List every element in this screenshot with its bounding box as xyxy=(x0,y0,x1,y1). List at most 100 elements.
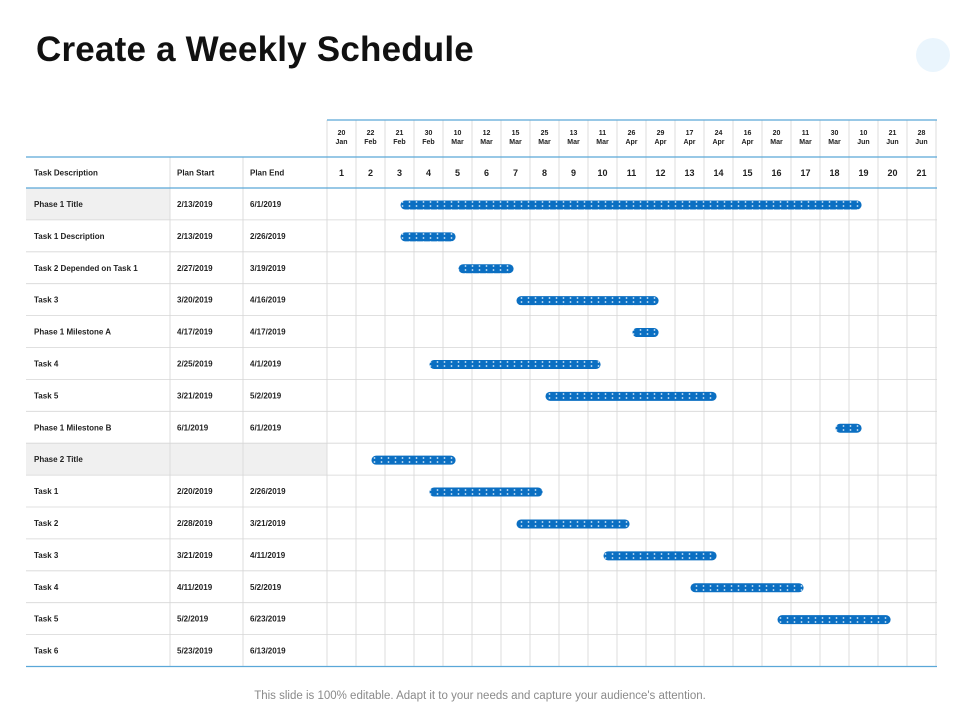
task-description: Phase 1 Milestone A xyxy=(34,328,111,337)
week-number: 6 xyxy=(484,168,489,178)
week-date-day: 24 xyxy=(715,130,723,137)
plan-start: 2/13/2019 xyxy=(177,200,213,209)
week-date-month: Mar xyxy=(567,139,580,146)
task-description: Task 6 xyxy=(34,647,59,656)
plan-end: 6/13/2019 xyxy=(250,647,286,656)
week-date-day: 10 xyxy=(454,130,462,137)
column-header: Plan End xyxy=(250,169,284,178)
plan-end: 2/26/2019 xyxy=(250,487,286,496)
milestone-bar xyxy=(835,423,862,433)
week-number: 11 xyxy=(627,168,637,178)
week-number: 17 xyxy=(800,168,810,178)
task-description: Task 1 xyxy=(34,487,59,496)
week-date-day: 29 xyxy=(657,130,665,137)
task-description: Phase 2 Title xyxy=(34,455,83,464)
task-description: Task 4 xyxy=(34,583,59,592)
week-date-month: Mar xyxy=(509,139,522,146)
week-date-month: Feb xyxy=(364,139,376,146)
week-date-day: 20 xyxy=(338,130,346,137)
week-number: 14 xyxy=(713,168,723,178)
week-date-day: 22 xyxy=(367,130,375,137)
gantt-bar xyxy=(777,615,891,625)
task-description: Task 5 xyxy=(34,391,59,400)
gantt-bar xyxy=(545,391,717,401)
plan-start: 2/13/2019 xyxy=(177,232,213,241)
week-date-month: Jan xyxy=(335,139,347,146)
week-number: 9 xyxy=(571,168,576,178)
week-number: 10 xyxy=(597,168,607,178)
gantt-bar xyxy=(516,296,659,306)
week-date-day: 21 xyxy=(396,130,404,137)
week-date-day: 20 xyxy=(773,130,781,137)
plan-start: 4/17/2019 xyxy=(177,328,213,337)
week-number: 20 xyxy=(887,168,897,178)
week-date-day: 21 xyxy=(889,130,897,137)
week-date-month: Apr xyxy=(712,139,724,146)
week-date-month: Feb xyxy=(393,139,405,146)
plan-start: 6/1/2019 xyxy=(177,423,209,432)
plan-start: 3/20/2019 xyxy=(177,296,213,305)
week-date-day: 13 xyxy=(570,130,578,137)
task-description: Task 2 xyxy=(34,519,59,528)
plan-end: 4/1/2019 xyxy=(250,359,282,368)
plan-end: 6/23/2019 xyxy=(250,615,286,624)
column-header: Task Description xyxy=(34,169,98,178)
task-description: Task 4 xyxy=(34,359,59,368)
week-date-day: 11 xyxy=(802,130,810,137)
week-number: 3 xyxy=(397,168,402,178)
week-date-month: Mar xyxy=(770,139,783,146)
week-date-month: Mar xyxy=(799,139,812,146)
week-number: 19 xyxy=(858,168,868,178)
plan-start: 3/21/2019 xyxy=(177,391,213,400)
plan-start: 2/27/2019 xyxy=(177,264,213,273)
plan-start: 2/28/2019 xyxy=(177,519,213,528)
week-number: 16 xyxy=(771,168,781,178)
column-header: Plan Start xyxy=(177,169,215,178)
plan-end: 3/21/2019 xyxy=(250,519,286,528)
week-number: 21 xyxy=(916,168,926,178)
gantt-bar xyxy=(516,519,630,529)
week-number: 2 xyxy=(368,168,373,178)
week-date-day: 12 xyxy=(483,130,491,137)
phase-row-shade xyxy=(26,188,170,220)
plan-end: 5/2/2019 xyxy=(250,583,282,592)
week-date-day: 17 xyxy=(686,130,694,137)
week-date-day: 10 xyxy=(860,130,868,137)
gantt-bar xyxy=(400,232,456,242)
task-description: Phase 1 Milestone B xyxy=(34,423,112,432)
task-description: Task 2 Depended on Task 1 xyxy=(34,264,138,273)
task-description: Phase 1 Title xyxy=(34,200,83,209)
task-description: Task 5 xyxy=(34,615,59,624)
week-number: 13 xyxy=(684,168,694,178)
milestone-bar xyxy=(632,328,659,338)
plan-start: 4/11/2019 xyxy=(177,583,213,592)
plan-end: 4/17/2019 xyxy=(250,328,286,337)
plan-start: 5/2/2019 xyxy=(177,615,209,624)
week-date-day: 15 xyxy=(512,130,520,137)
week-date-day: 26 xyxy=(628,130,636,137)
gantt-bar xyxy=(429,487,543,497)
week-number: 15 xyxy=(742,168,752,178)
task-description: Task 3 xyxy=(34,551,59,560)
week-number: 5 xyxy=(455,168,460,178)
plan-end: 4/16/2019 xyxy=(250,296,286,305)
plan-start: 5/23/2019 xyxy=(177,647,213,656)
gantt-bar xyxy=(690,583,804,593)
task-description: Task 1 Description xyxy=(34,232,105,241)
week-date-month: Mar xyxy=(451,139,464,146)
gantt-bar xyxy=(371,455,456,465)
week-date-day: 30 xyxy=(831,130,839,137)
plan-end: 4/11/2019 xyxy=(250,551,286,560)
page-title: Create a Weekly Schedule xyxy=(36,30,474,69)
week-date-month: Mar xyxy=(596,139,609,146)
week-date-month: Mar xyxy=(828,139,841,146)
plan-start: 2/25/2019 xyxy=(177,359,213,368)
week-number: 12 xyxy=(655,168,665,178)
gantt-bar xyxy=(429,359,601,369)
week-date-day: 28 xyxy=(918,130,926,137)
plan-start: 2/20/2019 xyxy=(177,487,213,496)
phase-row-shade xyxy=(26,443,327,476)
week-date-month: Feb xyxy=(422,139,434,146)
week-date-day: 11 xyxy=(599,130,607,137)
